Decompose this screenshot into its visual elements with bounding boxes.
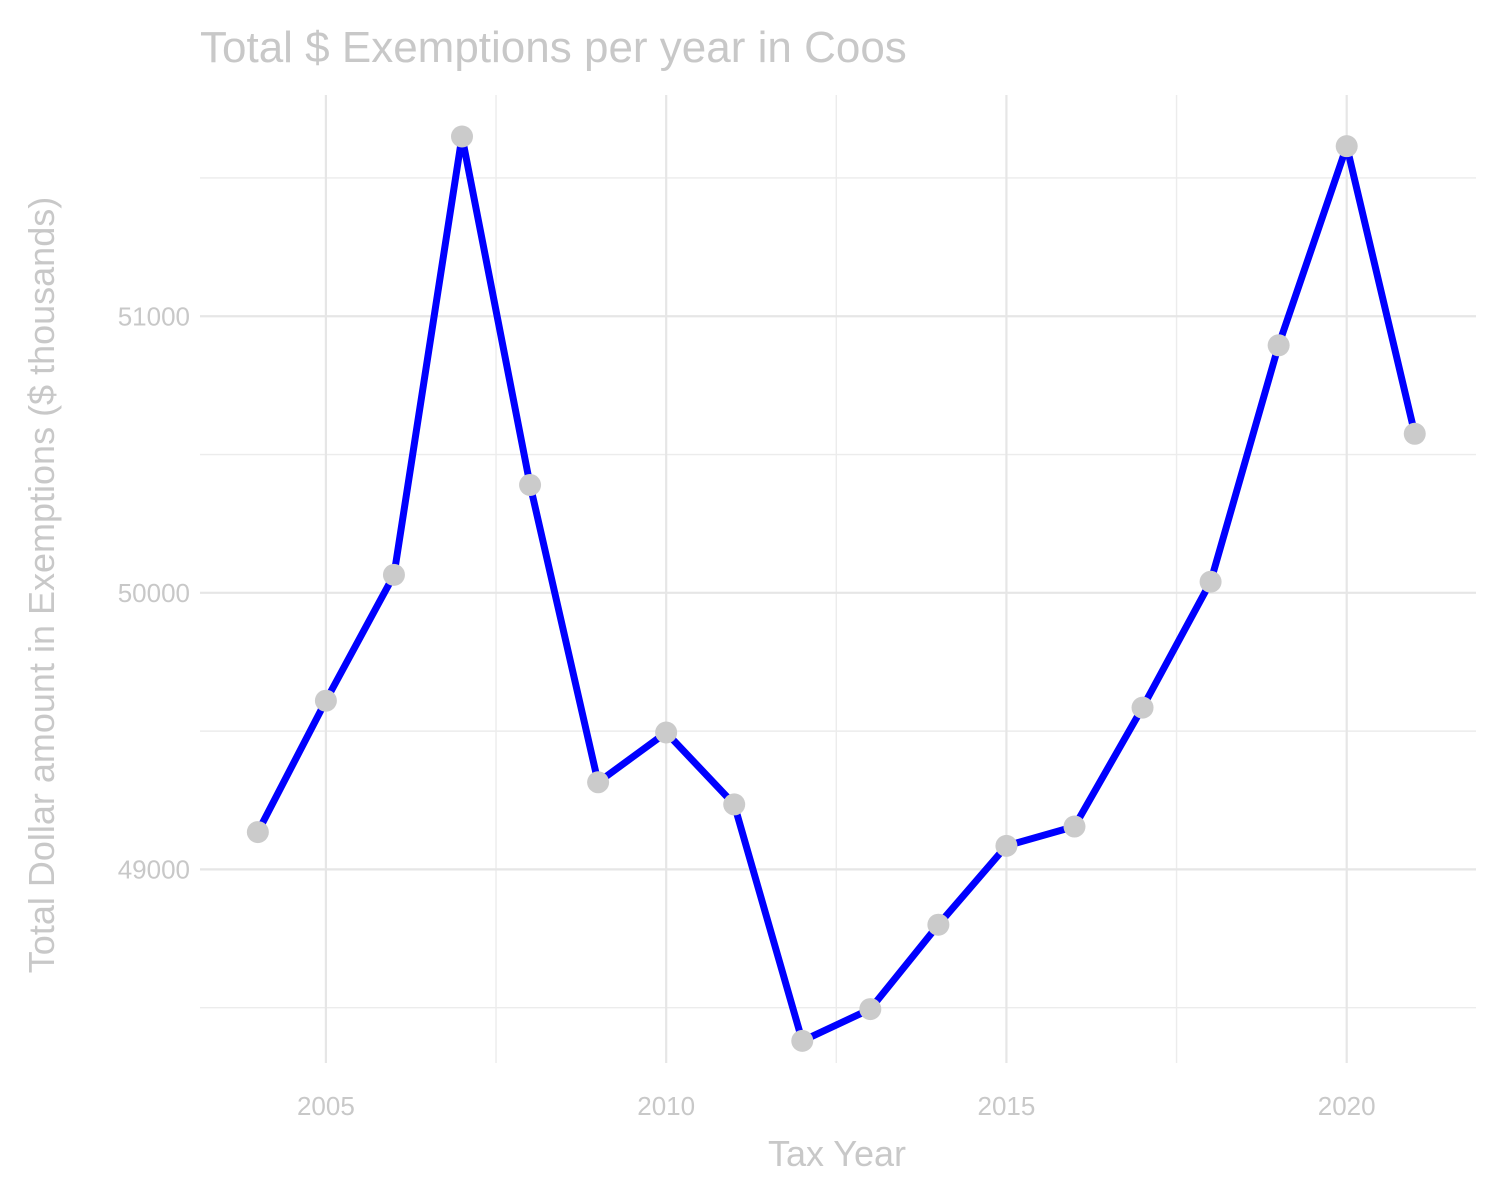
data-point: [791, 1029, 814, 1052]
x-tick-label: 2020: [1318, 1091, 1376, 1121]
data-point: [1131, 696, 1154, 719]
data-point: [1335, 135, 1358, 158]
y-tick-label: 49000: [118, 854, 190, 884]
data-point: [1199, 570, 1222, 593]
data-point: [723, 793, 746, 816]
series-line: [254, 133, 1419, 1045]
data-point: [1063, 815, 1086, 838]
data-points: [246, 125, 1426, 1052]
x-tick-label: 2005: [297, 1091, 355, 1121]
x-tick-label: 2010: [637, 1091, 695, 1121]
data-point: [927, 913, 950, 936]
data-point: [859, 998, 882, 1021]
y-tick-label: 51000: [118, 301, 190, 331]
data-point: [314, 689, 337, 712]
series-line-layer: [254, 133, 1419, 1045]
x-axis-title: Tax Year: [768, 1133, 906, 1174]
data-point: [995, 834, 1018, 857]
data-point: [587, 771, 610, 794]
data-point: [1267, 334, 1290, 357]
y-axis-title: Total Dollar amount in Exemptions ($ tho…: [21, 197, 62, 973]
x-tick-label: 2015: [978, 1091, 1036, 1121]
tick-labels: 2005 2010 2015 2020 49000 50000 51000: [118, 301, 1376, 1121]
data-point: [655, 721, 678, 744]
data-point: [519, 473, 542, 496]
chart-title: Total $ Exemptions per year in Coos: [200, 23, 907, 72]
data-point: [382, 563, 405, 586]
data-point: [246, 821, 269, 844]
data-point: [1403, 422, 1426, 445]
data-point: [451, 125, 474, 148]
y-tick-label: 50000: [118, 578, 190, 608]
